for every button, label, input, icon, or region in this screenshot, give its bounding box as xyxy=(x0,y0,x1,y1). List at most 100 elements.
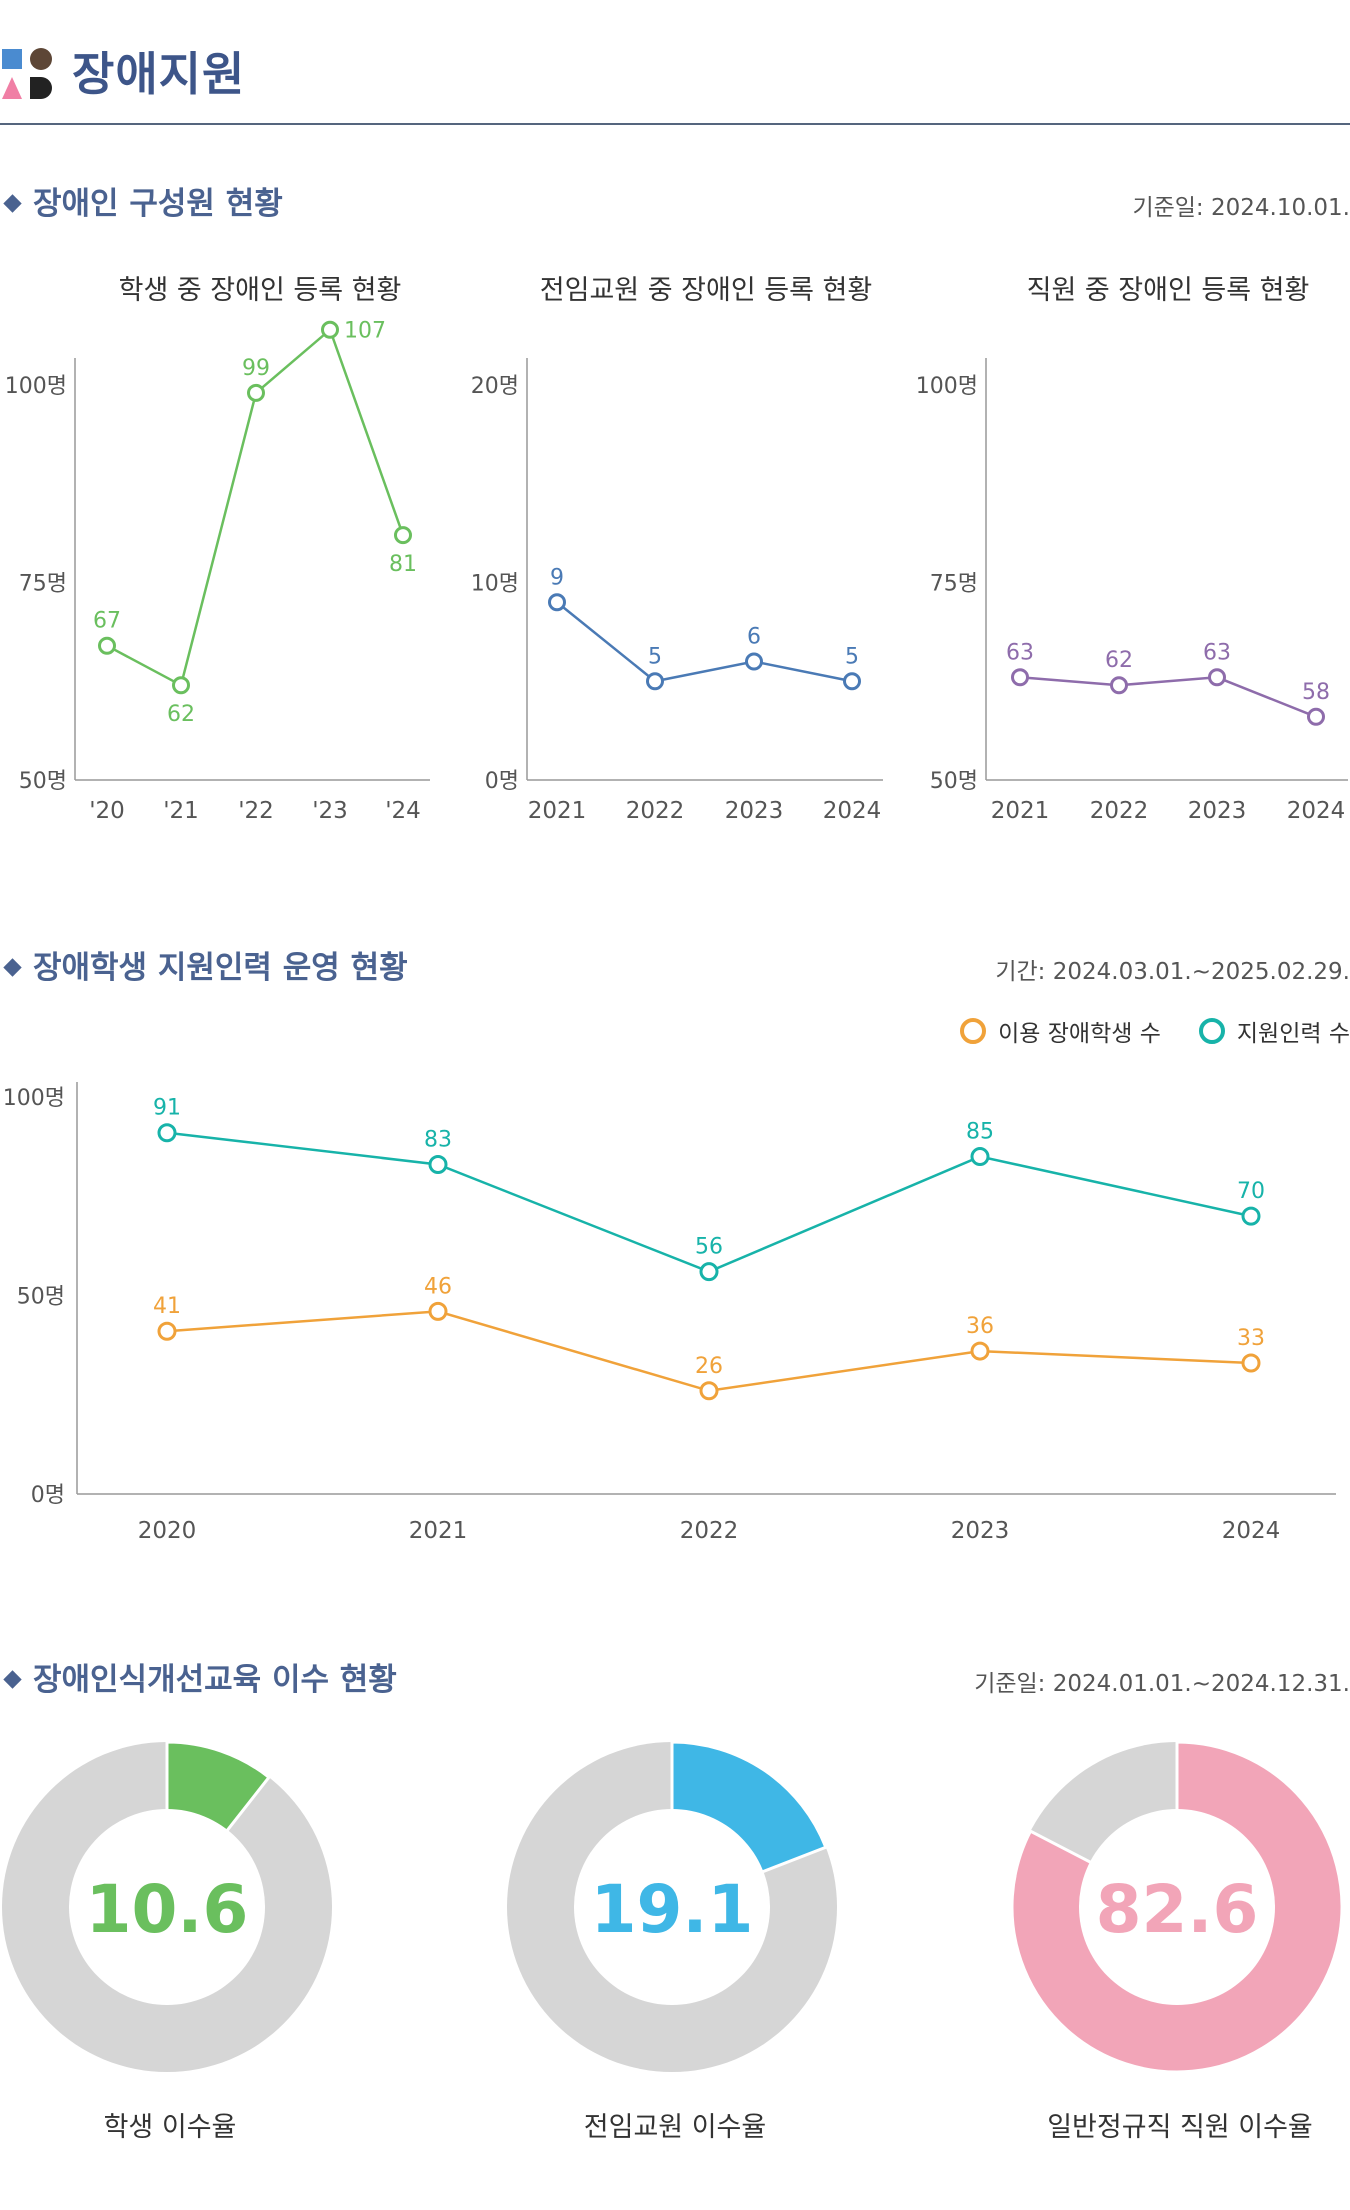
section-title-text: 장애인 구성원 현황 xyxy=(33,186,283,222)
x-tick-label: '23 xyxy=(312,798,348,824)
data-point xyxy=(157,1123,177,1143)
data-point xyxy=(843,672,861,691)
y-tick-label: 50명 xyxy=(19,769,67,794)
data-point xyxy=(699,1262,719,1282)
donut-value: 82.6 xyxy=(1096,1871,1259,1948)
data-label: 63 xyxy=(1203,640,1231,665)
x-tick-label: 2023 xyxy=(1188,798,1247,824)
x-tick-label: '24 xyxy=(385,798,421,824)
support-line-chart: 0명 50명 100명 2020 2021 2022 2023 2024 41 46 26 36 33 9… xyxy=(3,1082,1336,1544)
section-title-members: 장애인 구성원 현황 xyxy=(0,178,283,223)
data-point xyxy=(247,383,265,402)
data-label: 85 xyxy=(966,1120,994,1145)
section-title-support: 장애학생 지원인력 운영 현황 xyxy=(0,942,408,987)
data-point xyxy=(1110,676,1128,695)
legend-item-staff: 지원인력 수 xyxy=(1198,1014,1350,1048)
diamond-bullet-icon xyxy=(3,193,22,213)
data-label: 33 xyxy=(1237,1326,1265,1351)
series-line xyxy=(1019,676,1317,718)
staff-line-chart: 50명 75명 100명 2021 2022 2023 2024 63 62 63 58 xyxy=(916,358,1348,824)
title-divider xyxy=(0,123,1350,125)
x-tick-label: '21 xyxy=(163,798,199,824)
y-tick-label: 100명 xyxy=(3,1086,65,1111)
faculty-donut-chart: 19.1 xyxy=(507,1740,837,2072)
x-tick-label: 2022 xyxy=(1090,798,1149,824)
section-title-education: 장애인식개선교육 이수 현황 xyxy=(0,1654,397,1699)
chart-legend: 이용 장애학생 수 지원인력 수 xyxy=(922,1014,1350,1048)
donut-label-faculty: 전임교원 이수율 xyxy=(583,2112,767,2143)
data-point xyxy=(970,1341,990,1361)
legend-label: 지원인력 수 xyxy=(1236,1021,1350,1047)
donut-hole xyxy=(574,1809,770,2005)
data-point xyxy=(98,636,116,655)
diamond-bullet-icon xyxy=(3,957,22,977)
y-tick-label: 100명 xyxy=(5,374,67,399)
x-tick-label: '22 xyxy=(238,798,274,824)
donut-hole xyxy=(1079,1809,1275,2005)
x-tick-label: 2022 xyxy=(680,1518,739,1544)
data-label: 46 xyxy=(424,1274,452,1299)
faculty-line-chart: 0명 10명 20명 2021 2022 2023 2024 9 5 6 5 xyxy=(471,358,883,824)
data-label: 9 xyxy=(550,565,564,590)
data-point xyxy=(428,1154,448,1174)
data-label: 58 xyxy=(1302,680,1330,705)
x-tick-label: 2021 xyxy=(409,1518,468,1544)
data-label: 5 xyxy=(845,644,859,669)
data-point xyxy=(321,320,339,339)
header-logo-icon xyxy=(2,48,52,99)
x-tick-label: 2023 xyxy=(725,798,784,824)
data-label: 81 xyxy=(389,552,417,577)
section-date-members: 기준일: 2024.10.01. xyxy=(1132,195,1350,221)
x-tick-label: 2024 xyxy=(1287,798,1346,824)
chart-title-staff: 직원 중 장애인 등록 현황 xyxy=(1026,275,1310,306)
data-label: 62 xyxy=(167,702,195,727)
series-line xyxy=(166,1310,1252,1393)
data-point xyxy=(172,676,190,695)
donut-value: 10.6 xyxy=(86,1871,249,1948)
students-donut-chart: 10.6 xyxy=(2,1740,332,2072)
section-date-support: 기간: 2024.03.01.~2025.02.29. xyxy=(995,959,1350,985)
data-label: 5 xyxy=(648,644,662,669)
series-line xyxy=(556,601,853,683)
y-tick-label: 0명 xyxy=(31,1483,65,1508)
donut-hole xyxy=(69,1809,265,2005)
data-point xyxy=(394,526,412,545)
chart-title-faculty: 전임교원 중 장애인 등록 현황 xyxy=(539,275,873,306)
data-point xyxy=(548,593,566,612)
data-label: 56 xyxy=(695,1235,723,1260)
x-tick-label: 2024 xyxy=(1222,1518,1281,1544)
diamond-bullet-icon xyxy=(3,1669,22,1689)
y-tick-label: 0명 xyxy=(485,769,519,794)
y-tick-label: 75명 xyxy=(930,572,978,597)
data-label: 99 xyxy=(242,356,270,381)
data-point xyxy=(970,1147,990,1167)
section-title-text: 장애학생 지원인력 운영 현황 xyxy=(33,950,408,986)
data-label: 62 xyxy=(1105,648,1133,673)
staff-donut-chart: 82.6 xyxy=(1010,1740,1344,2074)
data-label: 91 xyxy=(153,1096,181,1121)
data-point xyxy=(1241,1353,1261,1373)
y-tick-label: 100명 xyxy=(916,374,978,399)
legend-item-users: 이용 장애학생 수 xyxy=(960,1014,1161,1048)
y-tick-label: 20명 xyxy=(471,374,519,399)
data-label: 70 xyxy=(1237,1179,1265,1204)
x-tick-label: 2023 xyxy=(951,1518,1010,1544)
y-tick-label: 75명 xyxy=(19,572,67,597)
donut-label-students: 학생 이수율 xyxy=(103,2112,237,2143)
section-title-text: 장애인식개선교육 이수 현황 xyxy=(33,1662,397,1698)
chart-title-students: 학생 중 장애인 등록 현황 xyxy=(118,275,402,306)
page-title: 장애지원 xyxy=(72,47,246,101)
data-label: 36 xyxy=(966,1314,994,1339)
y-tick-label: 50명 xyxy=(930,769,978,794)
x-tick-label: 2020 xyxy=(138,1518,197,1544)
y-tick-label: 50명 xyxy=(17,1285,65,1310)
data-point xyxy=(745,652,763,671)
x-tick-label: 2021 xyxy=(528,798,587,824)
x-tick-label: 2024 xyxy=(823,798,882,824)
data-point xyxy=(1241,1206,1261,1226)
legend-users-icon xyxy=(960,1018,987,1044)
x-tick-label: 2022 xyxy=(626,798,685,824)
data-label: 26 xyxy=(695,1354,723,1379)
data-label: 67 xyxy=(93,609,121,634)
donut-label-staff: 일반정규직 직원 이수율 xyxy=(1047,2112,1313,2143)
